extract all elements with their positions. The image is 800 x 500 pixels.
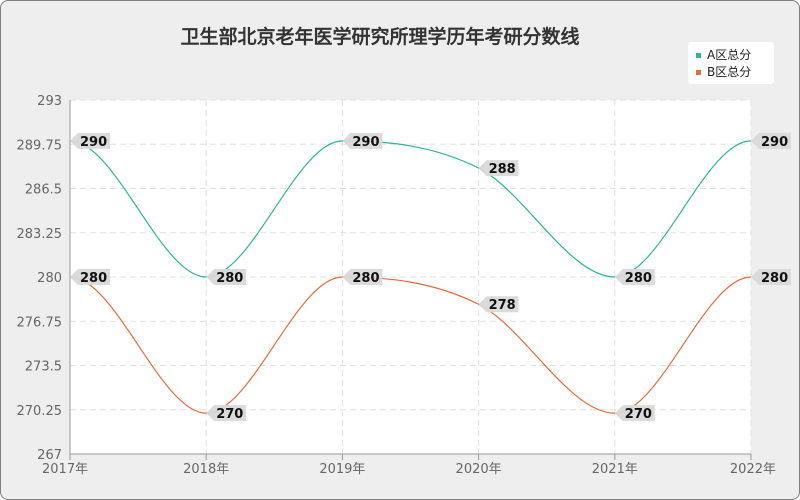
y-tick-label: 283.25: [17, 227, 63, 242]
chart-title: 卫生部北京老年医学研究所理学历年考研分数线: [180, 26, 580, 48]
y-tick-label: 270.25: [17, 404, 63, 419]
legend-swatch-b: [696, 70, 701, 75]
data-label: 290: [70, 132, 110, 150]
data-label-text: 270: [625, 407, 652, 422]
x-tick-label: 2019年: [319, 462, 365, 477]
x-tick-label: 2017年: [42, 462, 88, 477]
data-label-box: [342, 269, 383, 285]
data-label: 278: [478, 296, 519, 313]
data-label-box: [751, 132, 791, 149]
data-label: 280: [614, 269, 655, 286]
data-label-box: [478, 296, 519, 313]
data-label: 280: [751, 269, 791, 286]
y-tick-label: 280: [37, 271, 62, 286]
legend-swatch-a: [696, 53, 701, 58]
data-label: 290: [751, 132, 791, 150]
data-label-box: [206, 269, 247, 285]
y-tick-label: 289.75: [17, 138, 63, 153]
x-tick-label: 2020年: [456, 462, 502, 477]
data-label-text: 270: [216, 407, 243, 422]
data-label-text: 278: [489, 298, 516, 313]
legend: A区总分 B区总分: [688, 42, 774, 84]
data-label-box: [614, 269, 655, 285]
legend-item-a[interactable]: A区总分: [696, 47, 751, 63]
x-tick-label: 2021年: [592, 462, 638, 477]
data-label-box: [751, 269, 791, 285]
series-line-0: [69, 140, 752, 278]
y-tick-label: 276.75: [17, 315, 63, 330]
data-label-box: [342, 132, 383, 149]
data-label-text: 280: [216, 271, 243, 286]
data-label-text: 280: [625, 271, 652, 286]
data-label-text: 288: [489, 162, 516, 177]
data-label-box: [70, 132, 110, 149]
data-label: 270: [614, 405, 655, 422]
series-line-1: [69, 276, 752, 414]
legend-item-b[interactable]: B区总分: [696, 64, 751, 80]
data-label-text: 280: [761, 271, 788, 286]
data-label: 288: [478, 160, 519, 177]
data-label: 290: [342, 132, 383, 150]
legend-label-a: A区总分: [707, 48, 752, 62]
data-label: 280: [342, 269, 383, 286]
data-label-text: 280: [352, 271, 379, 286]
data-label: 270: [206, 405, 247, 422]
x-tick-label: 2018年: [183, 462, 229, 477]
data-label-box: [70, 269, 110, 285]
y-tick-label: 286.5: [25, 183, 62, 198]
data-label-text: 280: [80, 271, 107, 286]
y-tick-label: 293: [37, 94, 62, 109]
data-label-text: 290: [80, 135, 107, 150]
data-label-text: 290: [761, 135, 788, 150]
data-label: 280: [70, 269, 110, 286]
data-label-box: [614, 405, 655, 422]
data-label: 280: [206, 269, 247, 286]
data-label-box: [478, 160, 519, 177]
y-tick-label: 273.5: [25, 360, 62, 375]
data-label-box: [206, 405, 247, 422]
legend-label-b: B区总分: [707, 65, 752, 79]
data-label-text: 290: [352, 135, 379, 150]
y-tick-label: 267: [37, 448, 62, 463]
x-tick-label: 2022年: [730, 462, 776, 477]
